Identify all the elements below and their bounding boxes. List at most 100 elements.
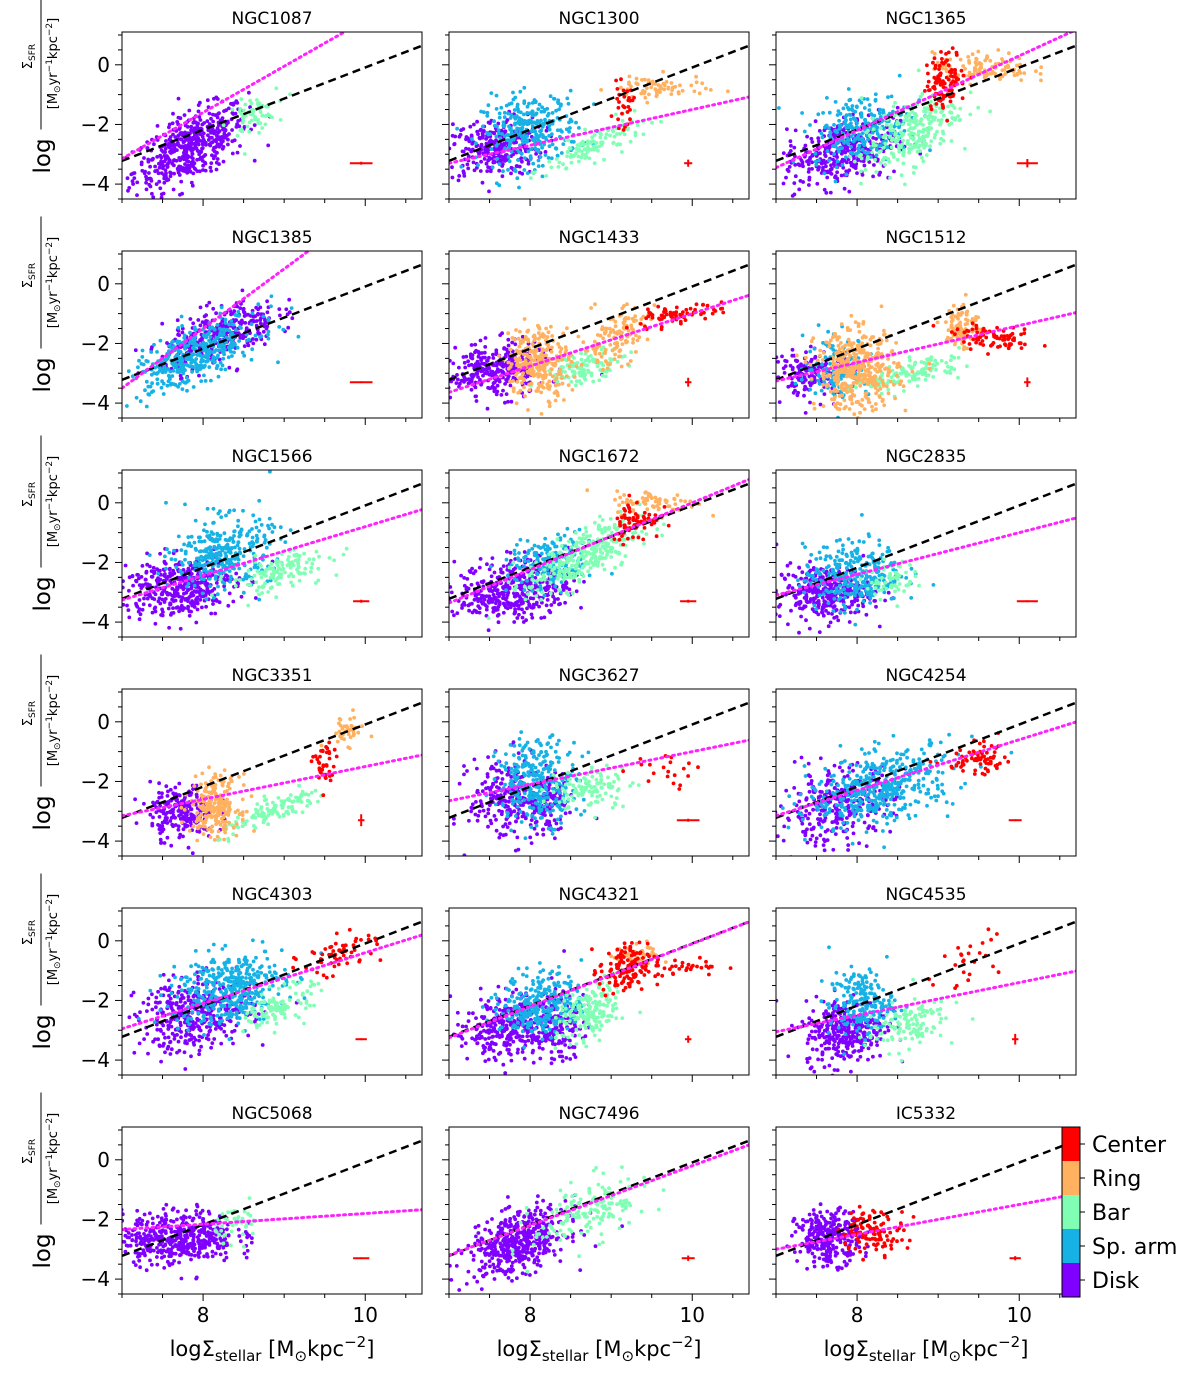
- data-point: [662, 83, 667, 88]
- data-point: [461, 355, 466, 359]
- data-point: [197, 373, 201, 378]
- data-point: [183, 346, 187, 351]
- data-point: [594, 145, 599, 150]
- data-point: [907, 379, 912, 384]
- data-point: [795, 393, 800, 398]
- data-point: [909, 126, 914, 131]
- data-point: [721, 310, 726, 315]
- data-point: [182, 380, 187, 385]
- data-point: [615, 132, 619, 136]
- data-point: [509, 130, 514, 135]
- data-point: [929, 99, 933, 104]
- panel-title: NGC1087: [231, 9, 312, 29]
- data-point: [155, 350, 159, 354]
- data-point: [159, 385, 164, 390]
- data-point: [221, 139, 225, 144]
- data-point: [591, 379, 596, 384]
- data-point: [866, 137, 870, 142]
- data-point: [222, 127, 227, 132]
- data-point: [583, 127, 587, 132]
- data-point: [639, 91, 644, 96]
- data-point: [659, 119, 663, 124]
- data-point: [533, 336, 538, 341]
- data-point: [141, 362, 146, 367]
- data-point: [829, 163, 833, 168]
- data-point: [241, 116, 245, 120]
- data-point: [494, 348, 499, 353]
- data-point: [213, 154, 218, 158]
- data-point: [641, 314, 646, 319]
- data-point: [486, 385, 490, 390]
- data-point: [908, 358, 912, 363]
- data-point: [566, 150, 570, 155]
- data-point: [829, 167, 834, 172]
- data-point: [115, 412, 119, 416]
- data-point: [245, 124, 250, 129]
- data-point: [813, 119, 818, 124]
- data-point: [909, 135, 913, 140]
- data-point: [547, 133, 551, 138]
- data-point: [518, 375, 523, 380]
- data-point: [269, 294, 274, 299]
- data-point: [220, 363, 225, 368]
- data-point: [469, 133, 474, 138]
- data-point: [189, 339, 193, 344]
- data-point: [587, 156, 592, 161]
- data-point: [582, 376, 587, 380]
- data-point: [849, 161, 853, 165]
- data-point: [437, 132, 441, 136]
- data-point: [487, 189, 491, 194]
- panel-frame: [448, 250, 750, 419]
- data-point: [616, 105, 621, 110]
- data-point: [873, 367, 877, 372]
- data-point: [847, 189, 852, 194]
- data-point: [566, 383, 571, 387]
- data-point: [164, 139, 168, 143]
- data-point: [553, 146, 558, 151]
- panel-ngc1300: NGC1300: [437, 9, 750, 206]
- data-point: [547, 400, 552, 405]
- data-point: [240, 350, 245, 355]
- data-point: [461, 127, 466, 131]
- data-point: [498, 136, 503, 141]
- data-point: [899, 145, 903, 150]
- data-point: [540, 380, 545, 385]
- data-point: [547, 404, 552, 409]
- data-point: [540, 125, 545, 129]
- panel-frame: [448, 31, 750, 200]
- y-tick-label: 0: [97, 53, 110, 77]
- data-point: [764, 183, 768, 187]
- data-point: [871, 141, 876, 145]
- data-point: [592, 339, 597, 344]
- data-point: [528, 157, 533, 162]
- data-point: [927, 361, 932, 366]
- data-point: [167, 143, 172, 148]
- data-point: [547, 127, 552, 132]
- data-point: [623, 338, 628, 343]
- data-point: [441, 356, 445, 360]
- data-point: [549, 349, 554, 354]
- reference-line: [449, 263, 749, 381]
- data-point: [846, 105, 850, 110]
- data-point: [203, 363, 207, 368]
- data-point: [510, 340, 515, 345]
- data-point: [956, 114, 960, 118]
- data-point: [950, 88, 954, 93]
- data-point: [566, 357, 571, 362]
- data-point: [788, 149, 793, 153]
- data-point: [183, 147, 188, 151]
- data-point: [850, 151, 855, 156]
- data-point: [949, 358, 953, 363]
- data-point: [926, 117, 931, 122]
- data-point: [932, 56, 937, 61]
- data-point: [607, 326, 612, 331]
- data-point: [534, 132, 538, 137]
- data-point: [509, 362, 514, 366]
- data-point: [176, 96, 181, 101]
- data-point: [506, 374, 511, 378]
- data-point: [863, 168, 868, 172]
- data-point: [221, 123, 226, 127]
- data-point: [486, 158, 490, 163]
- data-point: [165, 178, 169, 183]
